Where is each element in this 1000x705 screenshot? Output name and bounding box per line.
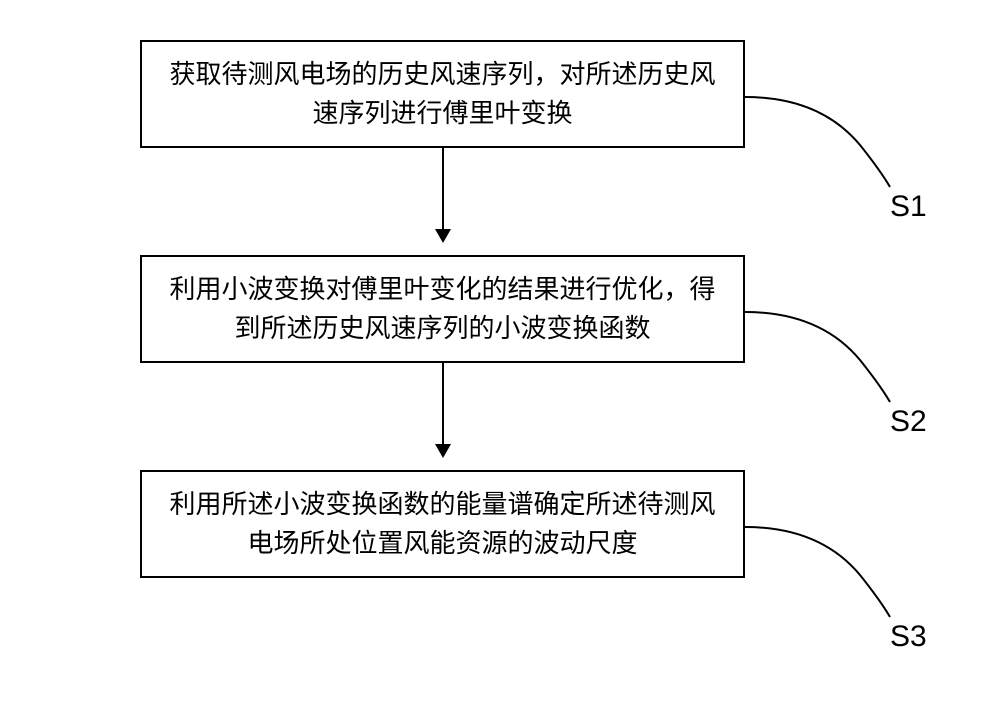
curve-s3 <box>745 525 895 620</box>
curve-s2 <box>745 310 895 405</box>
step-s3-text: 利用所述小波变换函数的能量谱确定所述待测风电场所处位置风能资源的波动尺度 <box>162 485 723 563</box>
label-s1: S1 <box>890 190 927 224</box>
step-s2-text: 利用小波变换对傅里叶变化的结果进行优化，得到所述历史风速序列的小波变换函数 <box>162 270 723 348</box>
step-s1-box: 获取待测风电场的历史风速序列，对所述历史风速序列进行傅里叶变换 <box>140 40 745 148</box>
curve-s1 <box>745 95 895 190</box>
arrow-s2-s3 <box>442 363 444 456</box>
label-s2: S2 <box>890 405 927 439</box>
step-s2-box: 利用小波变换对傅里叶变化的结果进行优化，得到所述历史风速序列的小波变换函数 <box>140 255 745 363</box>
step-s1-text: 获取待测风电场的历史风速序列，对所述历史风速序列进行傅里叶变换 <box>162 55 723 133</box>
label-s3: S3 <box>890 620 927 654</box>
step-s3-box: 利用所述小波变换函数的能量谱确定所述待测风电场所处位置风能资源的波动尺度 <box>140 470 745 578</box>
arrow-s1-s2 <box>442 148 444 241</box>
